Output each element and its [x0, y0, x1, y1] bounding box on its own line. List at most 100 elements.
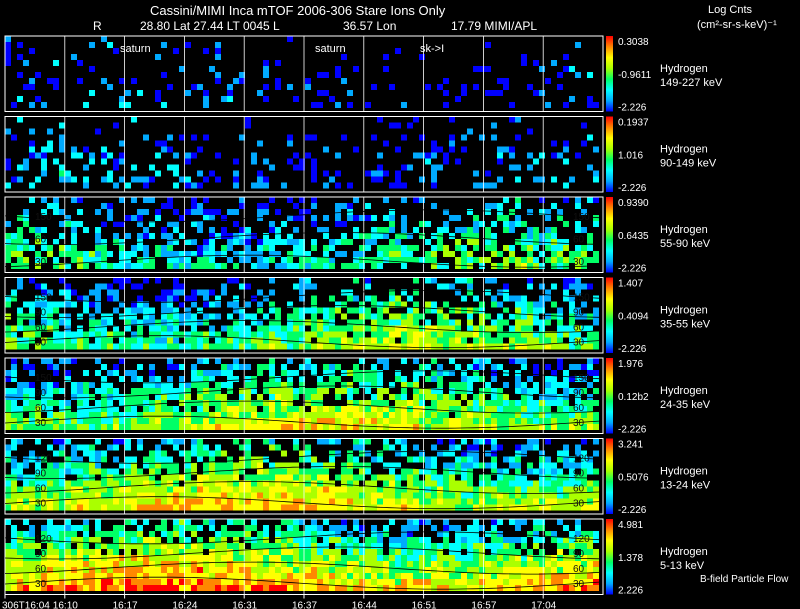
heatmap-cell	[395, 257, 401, 263]
heatmap-cell	[425, 394, 431, 400]
heatmap-cell	[101, 146, 107, 153]
heatmap-cell	[539, 343, 545, 350]
heatmap-cell	[263, 480, 269, 487]
heatmap-cell	[557, 406, 563, 412]
heatmap-cell	[377, 164, 383, 171]
heatmap-cell	[413, 400, 419, 406]
heatmap-cell	[173, 337, 179, 344]
heatmap-cell	[29, 406, 35, 412]
heatmap-cell	[263, 486, 269, 493]
heatmap-cell	[515, 343, 521, 350]
heatmap-cell	[551, 239, 557, 245]
heatmap-cell	[497, 549, 503, 555]
heatmap-cell	[125, 343, 131, 350]
heatmap-cell	[155, 462, 161, 469]
heatmap-cell	[251, 486, 257, 493]
heatmap-cell	[215, 498, 221, 505]
heatmap-cell	[515, 176, 521, 183]
heatmap-cell	[269, 406, 275, 412]
heatmap-cell	[353, 561, 359, 567]
heatmap-cell	[149, 221, 155, 227]
heatmap-cell	[587, 164, 593, 171]
heatmap-cell	[245, 585, 251, 591]
heatmap-cell	[215, 537, 221, 543]
heatmap-cell	[119, 412, 125, 418]
heatmap-cell	[5, 498, 11, 505]
heatmap-cell	[539, 176, 545, 183]
heatmap-cell	[563, 444, 569, 451]
heatmap-cell	[179, 579, 185, 585]
heatmap-cell	[209, 474, 215, 481]
heatmap-cell	[455, 444, 461, 451]
heatmap-cell	[395, 331, 401, 338]
heatmap-cell	[593, 468, 599, 475]
heatmap-cell	[197, 543, 203, 549]
heatmap-cell	[29, 531, 35, 537]
heatmap-cell	[395, 480, 401, 487]
heatmap-cell	[563, 480, 569, 487]
heatmap-cell	[53, 319, 59, 326]
heatmap-cell	[317, 498, 323, 505]
heatmap-cell	[329, 239, 335, 245]
heatmap-cell	[233, 331, 239, 338]
heatmap-cell	[443, 462, 449, 469]
heatmap-cell	[221, 543, 227, 549]
heatmap-cell	[557, 319, 563, 326]
heatmap-cell	[479, 221, 485, 227]
heatmap-cell	[53, 382, 59, 388]
heatmap-cell	[161, 102, 167, 108]
heatmap-cell	[239, 134, 245, 141]
heatmap-cell	[77, 263, 83, 269]
heatmap-cell	[449, 474, 455, 481]
heatmap-cell	[227, 418, 233, 424]
heatmap-cell	[263, 400, 269, 406]
heatmap-cell	[203, 474, 209, 481]
heatmap-cell	[341, 585, 347, 591]
heatmap-cell	[491, 462, 497, 469]
heatmap-cell	[593, 585, 599, 591]
heatmap-cell	[389, 289, 395, 296]
heatmap-cell	[77, 462, 83, 469]
heatmap-cell	[215, 486, 221, 493]
heatmap-cell	[455, 406, 461, 412]
heatmap-cell	[587, 567, 593, 573]
heatmap-cell	[563, 239, 569, 245]
heatmap-cell	[317, 227, 323, 233]
heatmap-cell	[173, 313, 179, 320]
heatmap-cell	[575, 519, 581, 525]
heatmap-cell	[257, 579, 263, 585]
heatmap-cell	[539, 394, 545, 400]
heatmap-cell	[221, 525, 227, 531]
heatmap-cell	[305, 358, 311, 364]
heatmap-cell	[173, 444, 179, 451]
heatmap-cell	[407, 337, 413, 344]
heatmap-cell	[491, 370, 497, 376]
heatmap-cell	[317, 102, 323, 108]
heatmap-cell	[113, 543, 119, 549]
heatmap-cell	[227, 412, 233, 418]
heatmap-cell	[41, 561, 47, 567]
heatmap-cell	[317, 549, 323, 555]
contour-label: 30	[573, 579, 585, 590]
heatmap-cell	[401, 134, 407, 141]
heatmap-cell	[47, 406, 53, 412]
heatmap-cell	[461, 251, 467, 257]
heatmap-cell	[143, 343, 149, 350]
heatmap-cell	[17, 313, 23, 320]
colorbar-min-label: -2.226	[618, 425, 647, 436]
heatmap-cell	[509, 474, 515, 481]
heatmap-cell	[5, 158, 11, 165]
heatmap-cell	[29, 400, 35, 406]
heatmap-cell	[59, 146, 65, 153]
heatmap-cell	[77, 388, 83, 394]
heatmap-cell	[17, 54, 23, 60]
heatmap-cell	[461, 90, 467, 96]
heatmap-cell	[383, 400, 389, 406]
heatmap-cell	[491, 394, 497, 400]
heatmap-cell	[455, 537, 461, 543]
heatmap-cell	[533, 537, 539, 543]
heatmap-cell	[563, 406, 569, 412]
heatmap-cell	[413, 412, 419, 418]
heatmap-cell	[191, 376, 197, 382]
heatmap-cell	[137, 325, 143, 332]
